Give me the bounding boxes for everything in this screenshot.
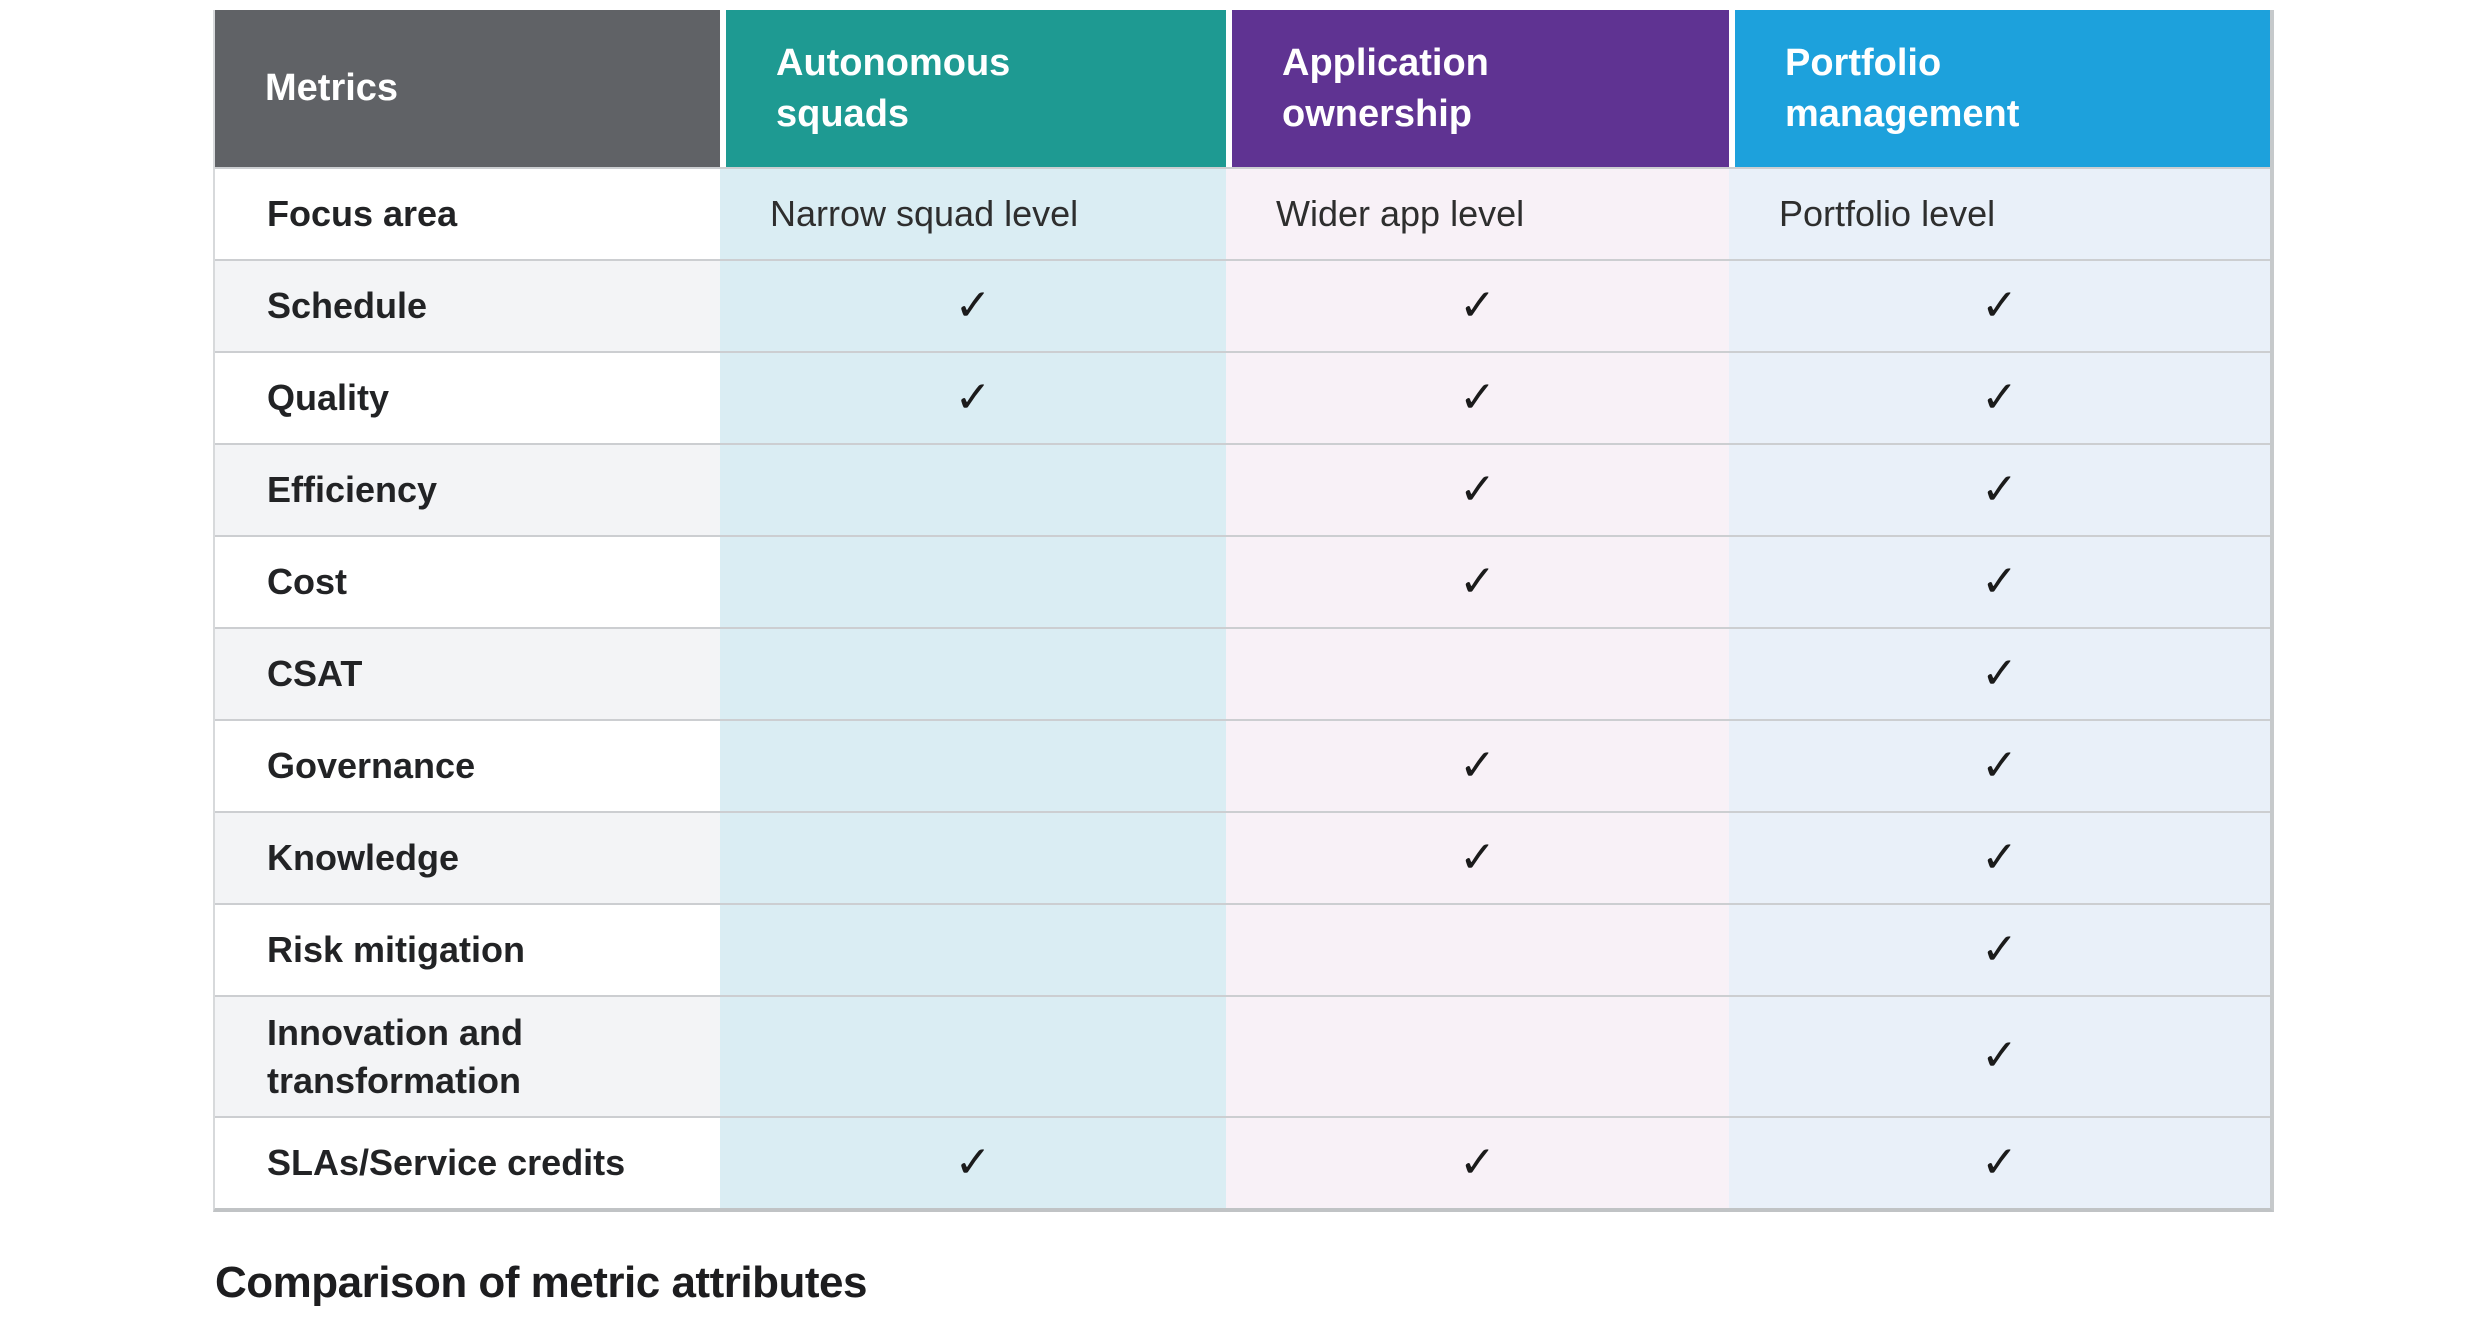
cell-check: ✓ xyxy=(1226,443,1729,535)
cell-check: ✓ xyxy=(1729,443,2270,535)
cell-check: ✓ xyxy=(1226,719,1729,811)
cell-check xyxy=(720,995,1226,1117)
table-body: Focus area Narrow squad level Wider app … xyxy=(215,167,2270,1209)
row-label: CSAT xyxy=(215,627,720,719)
cell-check: ✓ xyxy=(1226,1116,1729,1209)
row-label: Schedule xyxy=(215,259,720,351)
cell-check: ✓ xyxy=(720,351,1226,443)
cell-check: ✓ xyxy=(1729,811,2270,903)
table-row: Knowledge ✓ ✓ xyxy=(215,811,2270,903)
cell-check xyxy=(1226,903,1729,995)
header-portfolio-management: Portfolio management xyxy=(1729,10,2270,167)
cell-check xyxy=(720,443,1226,535)
table-row: Focus area Narrow squad level Wider app … xyxy=(215,167,2270,259)
header-label: Autonomous squads xyxy=(776,42,1011,135)
table-row: Innovation and transformation ✓ xyxy=(215,995,2270,1117)
cell-text: Narrow squad level xyxy=(720,167,1226,259)
table-row: Schedule ✓ ✓ ✓ xyxy=(215,259,2270,351)
table-row: SLAs/Service credits ✓ ✓ ✓ xyxy=(215,1116,2270,1209)
cell-check: ✓ xyxy=(1729,351,2270,443)
header-label: Metrics xyxy=(265,67,399,110)
header-metrics: Metrics xyxy=(215,10,720,167)
table-row: Risk mitigation ✓ xyxy=(215,903,2270,995)
cell-check xyxy=(720,535,1226,627)
row-label: Knowledge xyxy=(215,811,720,903)
cell-check: ✓ xyxy=(1226,535,1729,627)
cell-check: ✓ xyxy=(1729,535,2270,627)
cell-check: ✓ xyxy=(1729,1116,2270,1209)
cell-check: ✓ xyxy=(1226,259,1729,351)
cell-check: ✓ xyxy=(1226,811,1729,903)
cell-check: ✓ xyxy=(1729,259,2270,351)
row-label: SLAs/Service credits xyxy=(215,1116,720,1209)
table-caption: Comparison of metric attributes xyxy=(215,1258,867,1307)
cell-check: ✓ xyxy=(1729,995,2270,1117)
header-application-ownership: Application ownership xyxy=(1226,10,1729,167)
header-label: Portfolio management xyxy=(1785,42,2020,135)
table-row: CSAT ✓ xyxy=(215,627,2270,719)
cell-text: Portfolio level xyxy=(1729,167,2270,259)
table-row: Cost ✓ ✓ xyxy=(215,535,2270,627)
cell-check: ✓ xyxy=(1729,719,2270,811)
comparison-table-wrap: Metrics Autonomous squads Application ow… xyxy=(213,10,2274,1213)
table-header: Metrics Autonomous squads Application ow… xyxy=(215,10,2270,167)
table-row: Quality ✓ ✓ ✓ xyxy=(215,351,2270,443)
row-label: Focus area xyxy=(215,167,720,259)
row-label: Cost xyxy=(215,535,720,627)
cell-check xyxy=(720,811,1226,903)
row-label: Risk mitigation xyxy=(215,903,720,995)
cell-check: ✓ xyxy=(720,259,1226,351)
table-row: Efficiency ✓ ✓ xyxy=(215,443,2270,535)
row-label: Quality xyxy=(215,351,720,443)
cell-check: ✓ xyxy=(1729,627,2270,719)
header-label: Application ownership xyxy=(1282,42,1489,135)
cell-text: Wider app level xyxy=(1226,167,1729,259)
header-autonomous-squads: Autonomous squads xyxy=(720,10,1226,167)
cell-check: ✓ xyxy=(1226,351,1729,443)
row-label: Efficiency xyxy=(215,443,720,535)
cell-check: ✓ xyxy=(720,1116,1226,1209)
header-row: Metrics Autonomous squads Application ow… xyxy=(215,10,2270,167)
row-label: Governance xyxy=(215,719,720,811)
table-row: Governance ✓ ✓ xyxy=(215,719,2270,811)
cell-check xyxy=(720,903,1226,995)
cell-check: ✓ xyxy=(1729,903,2270,995)
cell-check xyxy=(1226,627,1729,719)
cell-check xyxy=(1226,995,1729,1117)
comparison-table: Metrics Autonomous squads Application ow… xyxy=(215,10,2270,1209)
cell-check xyxy=(720,627,1226,719)
row-label: Innovation and transformation xyxy=(215,995,720,1117)
cell-check xyxy=(720,719,1226,811)
